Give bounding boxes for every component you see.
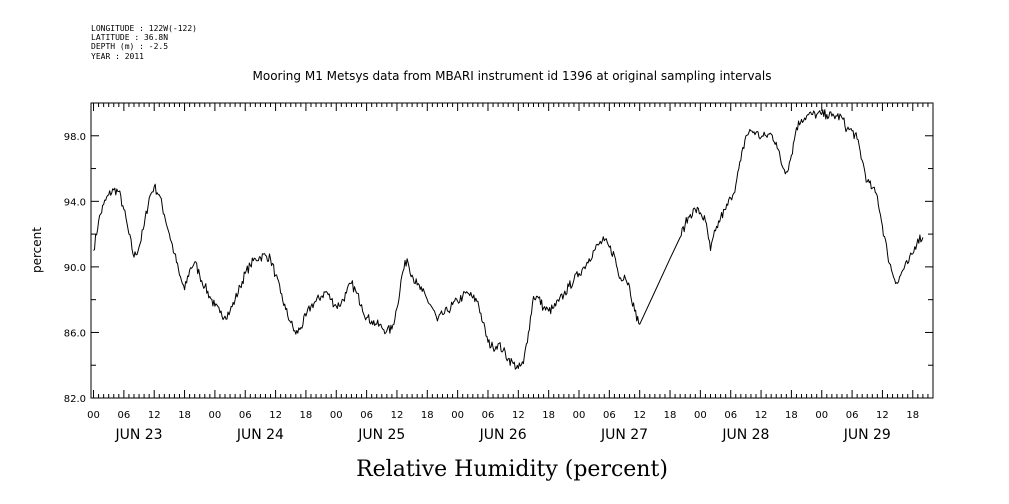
humidity-series-line (93, 109, 924, 370)
x-hour-tick-label: 12 (269, 410, 282, 421)
x-hour-tick-label: 06 (118, 410, 131, 421)
x-hour-tick-label: 12 (876, 410, 889, 421)
x-hour-tick-label: 18 (421, 410, 434, 421)
chart-metadata: LONGITUDE : 122W(-122) LATITUDE : 36.8N … (91, 24, 197, 61)
x-day-label: JUN 27 (600, 427, 648, 443)
x-hour-tick-label: 06 (724, 410, 737, 421)
y-axis-label: percent (30, 227, 44, 273)
x-hour-tick-label: 00 (815, 410, 828, 421)
x-axis: 00 06 12 18 00 06 12 18 00 06 12 18 00 06 12 18 00 06 12 18… (87, 103, 934, 443)
x-hour-tick-label: 18 (178, 410, 191, 421)
x-hour-tick-label: 06 (846, 410, 859, 421)
x-hour-tick-label: 18 (785, 410, 798, 421)
y-tick-label: 94.0 (64, 197, 86, 208)
x-hour-tick-label: 12 (148, 410, 161, 421)
x-hour-tick-label: 00 (209, 410, 222, 421)
chart-title: Mooring M1 Metsys data from MBARI instru… (253, 69, 772, 83)
x-hour-tick-label: 12 (633, 410, 646, 421)
plot-frame (90, 102, 934, 399)
y-axis: 82.0 86.0 90.0 94.0 98.0 (64, 102, 933, 405)
meta-latitude: LATITUDE : 36.8N (91, 33, 168, 42)
meta-depth: DEPTH (m) : -2.5 (91, 42, 168, 51)
x-hour-tick-label: 18 (664, 410, 677, 421)
x-hour-tick-label: 06 (482, 410, 495, 421)
x-hour-tick-label: 18 (906, 410, 919, 421)
x-day-label: JUN 23 (114, 427, 162, 443)
x-hour-tick-label: 06 (603, 410, 616, 421)
x-hour-tick-label: 12 (512, 410, 525, 421)
x-hour-tick-label: 06 (239, 410, 252, 421)
series-layer (93, 109, 924, 370)
x-hour-tick-label: 00 (451, 410, 464, 421)
y-tick-label: 98.0 (64, 132, 86, 143)
x-hour-tick-label: 00 (573, 410, 586, 421)
x-hour-tick-label: 12 (391, 410, 404, 421)
x-day-label: JUN 28 (721, 427, 769, 443)
x-day-label: JUN 26 (479, 427, 527, 443)
x-axis-title: Relative Humidity (percent) (356, 457, 668, 482)
y-tick-label: 82.0 (64, 394, 86, 405)
x-hour-tick-label: 18 (300, 410, 313, 421)
meta-longitude: LONGITUDE : 122W(-122) (91, 24, 197, 33)
meta-year: YEAR : 2011 (91, 52, 144, 61)
x-day-label: JUN 24 (236, 427, 284, 443)
x-hour-tick-label: 00 (694, 410, 707, 421)
x-hour-tick-label: 06 (360, 410, 373, 421)
y-tick-label: 86.0 (64, 328, 86, 339)
x-hour-tick-label: 00 (330, 410, 343, 421)
x-hour-tick-label: 12 (755, 410, 768, 421)
x-hour-tick-label: 00 (87, 410, 100, 421)
x-hour-tick-label: 18 (542, 410, 555, 421)
y-tick-label: 90.0 (64, 263, 86, 274)
x-day-label: JUN 29 (843, 427, 891, 443)
x-day-label: JUN 25 (357, 427, 405, 443)
